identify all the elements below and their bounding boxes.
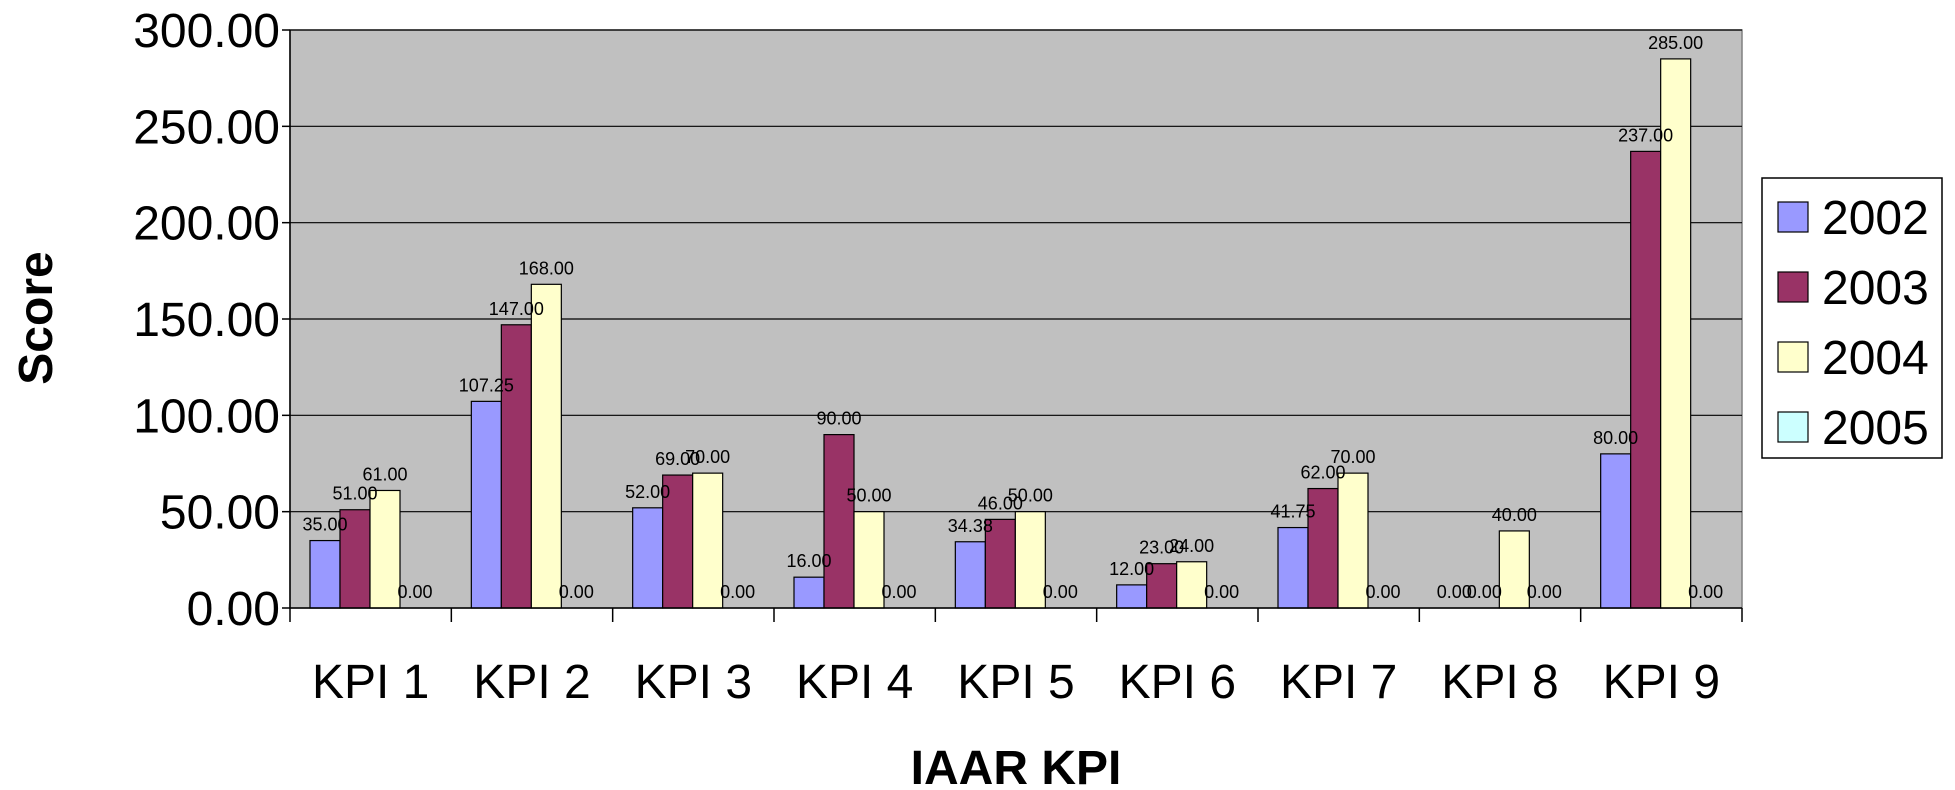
x-category-label: KPI 2 [473,656,590,709]
bar-2004-9 [1660,58,1692,609]
y-tick-label: 250.00 [133,101,280,154]
legend: 2002 2003 2004 2005 [1761,177,1943,459]
data-label: 80.00 [1593,428,1638,448]
y-axis-title: Score [10,251,63,384]
legend-swatch [1777,341,1809,373]
data-label: 50.00 [1008,486,1053,506]
bar-2003-1 [339,509,371,609]
bar-2003-9 [1630,150,1662,609]
x-category-label: KPI 8 [1441,656,1558,709]
bar-2004-5 [1014,511,1046,609]
data-label: 40.00 [1492,505,1537,525]
bar-2004-8 [1498,530,1530,609]
data-label: 237.00 [1618,125,1673,145]
bar-2004-2 [530,283,562,609]
data-label: 107.25 [459,375,514,395]
bar-2003-2 [500,324,532,609]
data-labels: 35.00 107.25 52.00 16.00 34.38 12.00 41.75 0.00… [302,33,1723,602]
bar-2002-1 [309,539,341,609]
legend-swatch [1777,271,1809,303]
x-axis-title: IAAR KPI [911,742,1122,790]
data-label: 70.00 [685,447,730,467]
bar-2002-6 [1116,584,1148,609]
bar-2003-5 [984,518,1016,609]
data-label: 0.00 [397,582,432,602]
bar-2004-1 [369,489,401,609]
legend-swatch [1777,411,1809,443]
bar-2003-3 [662,474,694,609]
legend-label: 2005 [1822,402,1929,455]
y-tick-label: 300.00 [133,5,280,58]
bar-2003-4 [823,434,855,609]
data-label: 285.00 [1648,33,1703,53]
data-label: 41.75 [1270,502,1315,522]
bar-2002-5 [954,541,986,609]
data-label: 70.00 [1330,447,1375,467]
data-label: 12.00 [1109,559,1154,579]
data-label: 61.00 [362,464,407,484]
data-label: 50.00 [846,486,891,506]
bar-2002-7 [1277,526,1309,609]
bar-2004-6 [1176,561,1208,609]
data-label: 35.00 [302,515,347,535]
legend-swatch [1777,201,1809,233]
data-label: 52.00 [625,482,670,502]
x-category-label: KPI 7 [1280,656,1397,709]
data-label: 69.00 [655,449,700,469]
data-label: 0.00 [1204,582,1239,602]
x-category-label: KPI 4 [796,656,913,709]
data-label: 147.00 [489,299,544,319]
data-label: 0.00 [720,582,755,602]
data-label: 0.00 [1527,582,1562,602]
data-label: 168.00 [519,258,574,278]
legend-label: 2004 [1822,332,1929,385]
y-axis-ticks: 0.00 50.00 100.00 150.00 200.00 250.00 300.00 [133,5,290,636]
data-label: 90.00 [816,409,861,429]
data-label: 16.00 [786,551,831,571]
bar-2004-4 [853,511,885,609]
data-label: 23.00 [1139,538,1184,558]
data-label: 46.00 [978,493,1023,513]
data-label: 0.00 [1688,582,1723,602]
bars [309,58,1692,609]
data-label: 51.00 [332,484,377,504]
bar-2002-9 [1600,453,1632,609]
data-label: 62.00 [1300,463,1345,483]
data-label: 24.00 [1169,536,1214,556]
bar-2002-3 [632,507,664,609]
data-label: 0.00 [1043,582,1078,602]
bar-2004-7 [1337,472,1369,609]
y-tick-label: 150.00 [133,294,280,347]
x-axis-categories: KPI 1 KPI 2 KPI 3 KPI 4 KPI 5 KPI 6 KPI 7 KPI 8… [312,656,1720,709]
y-tick-label: 100.00 [133,390,280,443]
x-category-label: KPI 3 [635,656,752,709]
data-label: 0.00 [1365,582,1400,602]
x-category-label: KPI 1 [312,656,429,709]
bar-2003-7 [1307,487,1339,609]
y-tick-label: 50.00 [160,487,280,540]
x-category-label: KPI 5 [957,656,1074,709]
x-category-label: KPI 9 [1603,656,1720,709]
data-label: 0.00 [1437,582,1472,602]
data-label: 0.00 [881,582,916,602]
bar-2004-3 [692,472,724,609]
data-label: 0.00 [559,582,594,602]
data-label: 34.38 [948,516,993,536]
data-label: 0.00 [1467,582,1502,602]
bar-2002-4 [793,576,825,609]
legend-label: 2003 [1822,262,1929,315]
legend-label: 2002 [1822,192,1929,245]
y-tick-label: 200.00 [133,198,280,251]
x-category-label: KPI 6 [1119,656,1236,709]
y-tick-label: 0.00 [187,583,280,636]
bar-2002-2 [470,400,502,609]
